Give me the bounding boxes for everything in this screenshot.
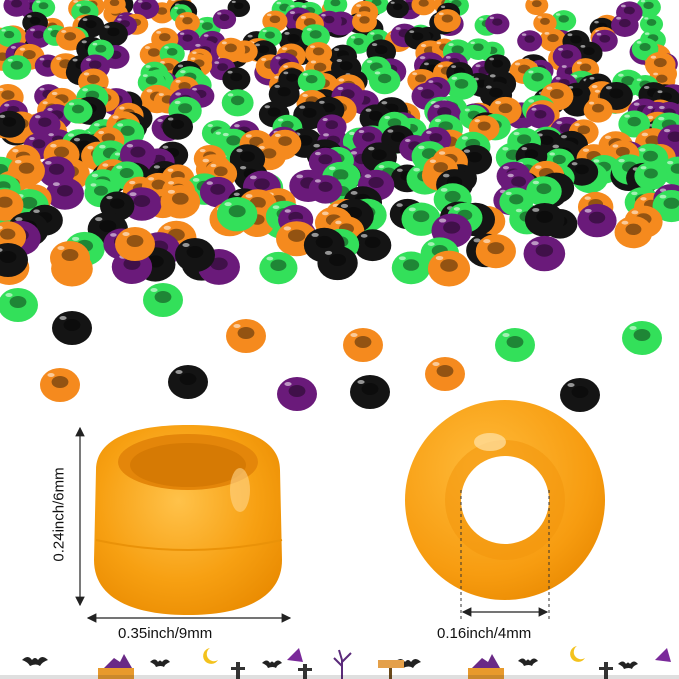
bead [175,238,215,272]
bead [52,311,92,345]
bead [99,21,128,47]
bead [143,283,183,317]
bead [50,241,90,275]
bead [0,110,26,138]
bead [175,11,200,34]
bead [523,235,566,272]
bead [3,0,30,17]
bead [386,0,410,18]
halloween-decoration-strip [0,646,679,679]
bead [533,13,557,34]
bead [162,113,193,140]
bead [525,0,549,16]
bead [262,10,288,32]
bead [222,67,251,92]
grave-cross-icon [231,662,245,679]
bead [103,0,126,14]
bat-icon [150,659,170,667]
haunted-house-icon [468,654,504,679]
bead [0,288,38,322]
bead [40,368,80,402]
bat-icon [22,657,48,666]
bead [221,89,254,117]
bead [216,197,258,232]
bead [517,30,543,52]
bead [317,245,358,281]
bead [350,375,390,409]
bead [0,189,24,221]
bead [268,80,300,108]
bead [115,227,155,261]
grave-cross-icon [298,664,312,679]
bead [353,229,392,262]
bead [308,175,343,204]
bead [622,321,662,355]
height-dimension-label: 0.24inch/6mm [50,467,68,562]
bead [160,184,201,219]
large-bead-front-view [405,400,605,600]
witch-hat-icon [287,648,303,662]
bead [433,9,461,32]
hole-measure [460,490,550,620]
bead [611,13,639,37]
bead [577,203,617,238]
grave-cross-icon [599,662,613,679]
moon-icon [570,646,585,662]
bead [526,104,555,129]
witch-hat-icon [655,648,671,662]
bead [216,37,246,63]
bead [45,177,84,210]
bead [2,55,32,80]
bead-pile [0,0,679,412]
bead [639,14,664,34]
bead [425,357,465,391]
spooky-tree-icon [333,649,352,679]
bead [63,98,93,124]
bat-icon [262,660,282,668]
width-dimension-label: 0.35inch/9mm [118,625,213,642]
bead [522,66,553,92]
bead [0,26,22,47]
bead [55,26,85,51]
bead [277,377,317,411]
bead [614,216,653,249]
bead [368,67,401,95]
moon-icon [203,648,218,664]
bead [259,251,298,285]
bead [485,13,510,35]
bead [495,328,535,362]
hole-dimension-label: 0.16inch/4mm [437,625,532,642]
bat-icon [618,661,638,669]
bead [343,328,383,362]
bead [427,250,471,287]
bead [526,176,562,207]
haunted-house-icon [98,654,134,679]
large-bead-side-view [94,425,283,615]
bead [475,234,516,269]
bead [297,69,326,94]
bead [634,161,668,191]
bead [293,101,327,130]
bead [524,203,565,237]
bead [411,0,436,16]
bead [212,9,237,30]
bead [618,110,651,138]
bead [391,251,431,285]
bat-icon [518,658,538,666]
signpost-icon [378,660,404,679]
bead [445,72,478,100]
bead [352,11,377,33]
bead [551,10,577,32]
bead [560,378,600,412]
bead [539,28,567,52]
bead [226,319,266,353]
bead [583,97,613,123]
bead [401,202,441,236]
bead [168,365,208,399]
bead [0,243,28,277]
